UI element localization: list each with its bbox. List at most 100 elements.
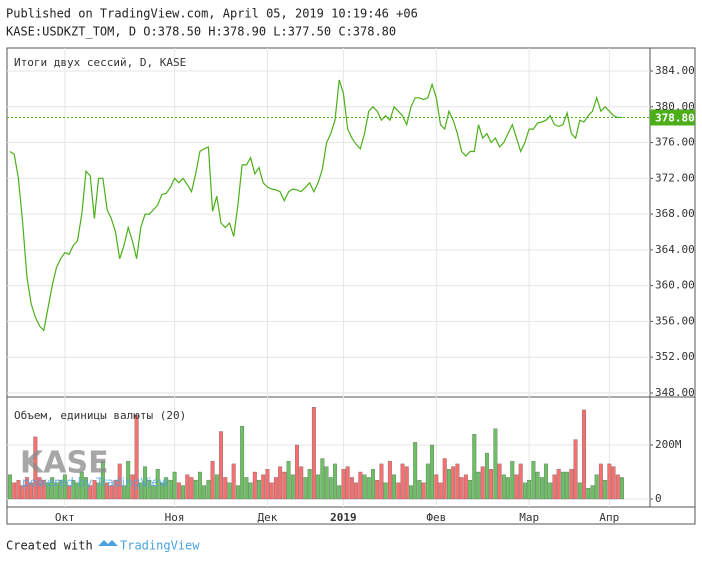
y-tick-label: 0 [655, 492, 662, 505]
volume-bar [151, 485, 156, 500]
y-tick-label: 384.00 [655, 64, 695, 77]
volume-bar [565, 471, 570, 500]
volume-bar [164, 477, 169, 500]
volume-bar [582, 409, 586, 500]
volume-bar [379, 463, 384, 500]
volume-bar [244, 477, 249, 500]
volume-bar [358, 471, 363, 500]
volume-bar [12, 482, 17, 500]
volume-legend: Объем, единицы валюты (20) [14, 409, 186, 422]
volume-bar [67, 485, 72, 500]
x-tick-label: 2019 [330, 511, 357, 524]
volume-bar [278, 466, 283, 500]
volume-bar [544, 463, 548, 500]
volume-bar [366, 477, 371, 500]
volume-bar [62, 474, 67, 500]
volume-bar [430, 444, 435, 500]
volume-bar [493, 428, 498, 500]
y-tick-label: 372.00 [655, 171, 695, 184]
volume-bar [84, 477, 88, 500]
volume-bar [620, 477, 624, 500]
volume-bar [442, 458, 447, 500]
x-tick-label: Мар [519, 511, 539, 524]
volume-bar [240, 425, 245, 500]
volume-bar [248, 482, 253, 500]
x-tick-label: Дек [258, 511, 278, 524]
volume-bar [451, 466, 456, 500]
volume-bar [354, 482, 359, 500]
volume-bar [75, 482, 80, 500]
volume-bar [122, 485, 126, 500]
volume-bar [130, 474, 135, 500]
symbol-info: KASE:USDKZT_TOM, D O:378.50 H:378.90 L:3… [6, 25, 396, 39]
volume-bar [210, 461, 215, 500]
volume-bar [518, 463, 523, 500]
volume-bar [92, 479, 97, 500]
volume-bar [307, 469, 312, 500]
volume-bar [615, 474, 620, 500]
volume-bar [316, 474, 321, 500]
volume-bar [409, 485, 413, 500]
volume-bar [459, 477, 464, 500]
volume-bar [417, 479, 422, 500]
volume-bar [447, 469, 451, 500]
volume-bar [117, 463, 122, 500]
volume-bar [96, 482, 101, 500]
y-tick-label: 200M [655, 438, 682, 451]
volume-bar [295, 444, 299, 500]
volume-bar [611, 466, 616, 500]
volume-bar [341, 469, 346, 500]
volume-bar [197, 471, 202, 500]
volume-bar [202, 485, 207, 500]
volume-bar [231, 463, 236, 500]
volume-bar [349, 477, 354, 500]
volume-bar [586, 488, 591, 500]
volume-bar [206, 479, 211, 500]
volume-bar [299, 466, 304, 500]
volume-bar [455, 463, 460, 500]
y-tick-label: 352.00 [655, 350, 695, 363]
volume-bar [603, 479, 608, 500]
volume-bar [227, 482, 232, 500]
volume-bar [577, 482, 582, 500]
volume-bar [58, 479, 63, 500]
volume-bar [337, 485, 342, 500]
volume-bar [147, 479, 152, 500]
volume-bar [100, 461, 105, 500]
volume-bar [176, 482, 181, 500]
volume-bar [265, 469, 270, 500]
volume-bar [590, 485, 595, 500]
volume-bar [105, 482, 110, 500]
x-tick-label: Фев [426, 511, 446, 524]
volume-bar [155, 469, 160, 500]
volume-bar [480, 466, 485, 500]
volume-bar [501, 474, 506, 500]
volume-bar [235, 485, 240, 500]
volume-bar [468, 479, 473, 500]
footer-brand[interactable]: TradingView [120, 539, 200, 553]
y-tick-label: 380.00 [655, 100, 695, 113]
volume-bar [371, 469, 375, 500]
volume-bar [328, 477, 333, 500]
volume-bar [548, 482, 553, 500]
volume-bar [527, 479, 532, 500]
volume-bar [269, 482, 274, 500]
last-price-badge [650, 109, 695, 126]
volume-bar [531, 461, 536, 500]
volume-bar [54, 482, 59, 500]
volume-bar [172, 471, 177, 500]
volume-bar [109, 485, 114, 500]
volume-bar [24, 477, 29, 500]
volume-bar [506, 477, 510, 500]
volume-bar [438, 482, 443, 500]
volume-bar [261, 474, 266, 500]
volume-bar [476, 471, 481, 500]
volume-bar [50, 477, 55, 500]
volume-bar [290, 474, 295, 500]
volume-bar [16, 479, 21, 500]
y-tick-label: 348.00 [655, 386, 695, 399]
volume-bar [404, 466, 409, 500]
volume-bar [143, 466, 148, 500]
x-tick-label: Ноя [165, 511, 185, 524]
volume-bar [320, 458, 325, 500]
